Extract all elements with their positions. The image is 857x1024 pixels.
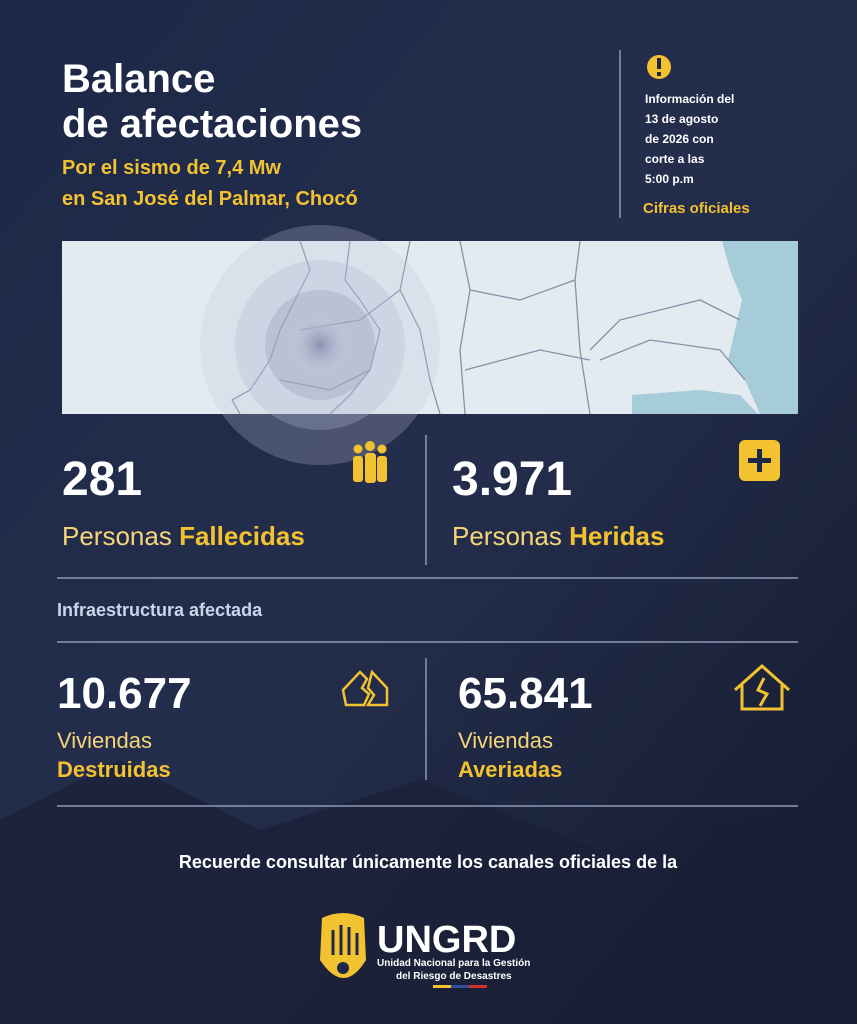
subtitle: Por el sismo de 7,4 Mw [62,157,281,179]
stat-caption: Personas Heridas [452,521,664,551]
destroyed-house-icon [341,669,389,707]
info-tag: Cifras oficiales [643,200,750,217]
logo-line: del Riesgo de Desastres [396,971,512,982]
map [62,225,798,465]
background-rubble [0,760,857,1024]
map-land [62,241,798,414]
info-block: Información del 13 de agosto de 2026 con co… [645,92,734,186]
stat-caption: Personas Fallecidas [62,521,305,551]
map-water [722,241,798,414]
section-title: Infraestructura afectada [57,600,263,620]
damaged-house-icon [734,663,790,711]
stat-label: Viviendas [458,728,553,753]
plus-icon-cross [748,449,771,472]
stat-label: Personas [452,521,562,551]
stat-label: Personas [62,521,172,551]
logo-line: Unidad Nacional para la Gestión [377,958,530,969]
flag-blue [451,985,469,988]
stat-emphasis: Averiadas [458,757,562,782]
stat-number: 281 [62,453,142,506]
title: Balance [62,57,215,101]
map-borders [231,240,746,415]
stat-label: Viviendas [57,728,152,753]
map-water [632,390,758,414]
stat-emphasis: Fallecidas [179,521,305,551]
quake-center [292,317,348,373]
logo-mark [320,913,366,978]
info-line: Información del [645,92,734,106]
stat-number: 65.841 [458,669,593,718]
info-line: corte a las [645,152,705,166]
stat-emphasis: Heridas [569,521,664,551]
footer-text: Recuerde consultar únicamente los canale… [179,852,678,872]
stats: 281 Personas Fallecidas 3.971 Personas Heri… [57,453,664,782]
stat-emphasis: Destruidas [57,757,171,782]
stat-number: 10.677 [57,669,192,718]
info-line: de 2026 con [645,132,714,146]
logo-name: UNGRD [377,919,516,961]
warning-icon-mark [657,58,661,69]
flag-red [469,985,487,988]
info-line: 13 de agosto [645,112,718,126]
info-line: 5:00 p.m [645,172,694,186]
people-icon [353,441,387,483]
warning-icon-dot [657,72,661,76]
subtitle: en San José del Palmar, Chocó [62,188,358,210]
title: de afectaciones [62,102,362,146]
flag-yellow [433,985,451,988]
stat-number: 3.971 [452,453,572,506]
